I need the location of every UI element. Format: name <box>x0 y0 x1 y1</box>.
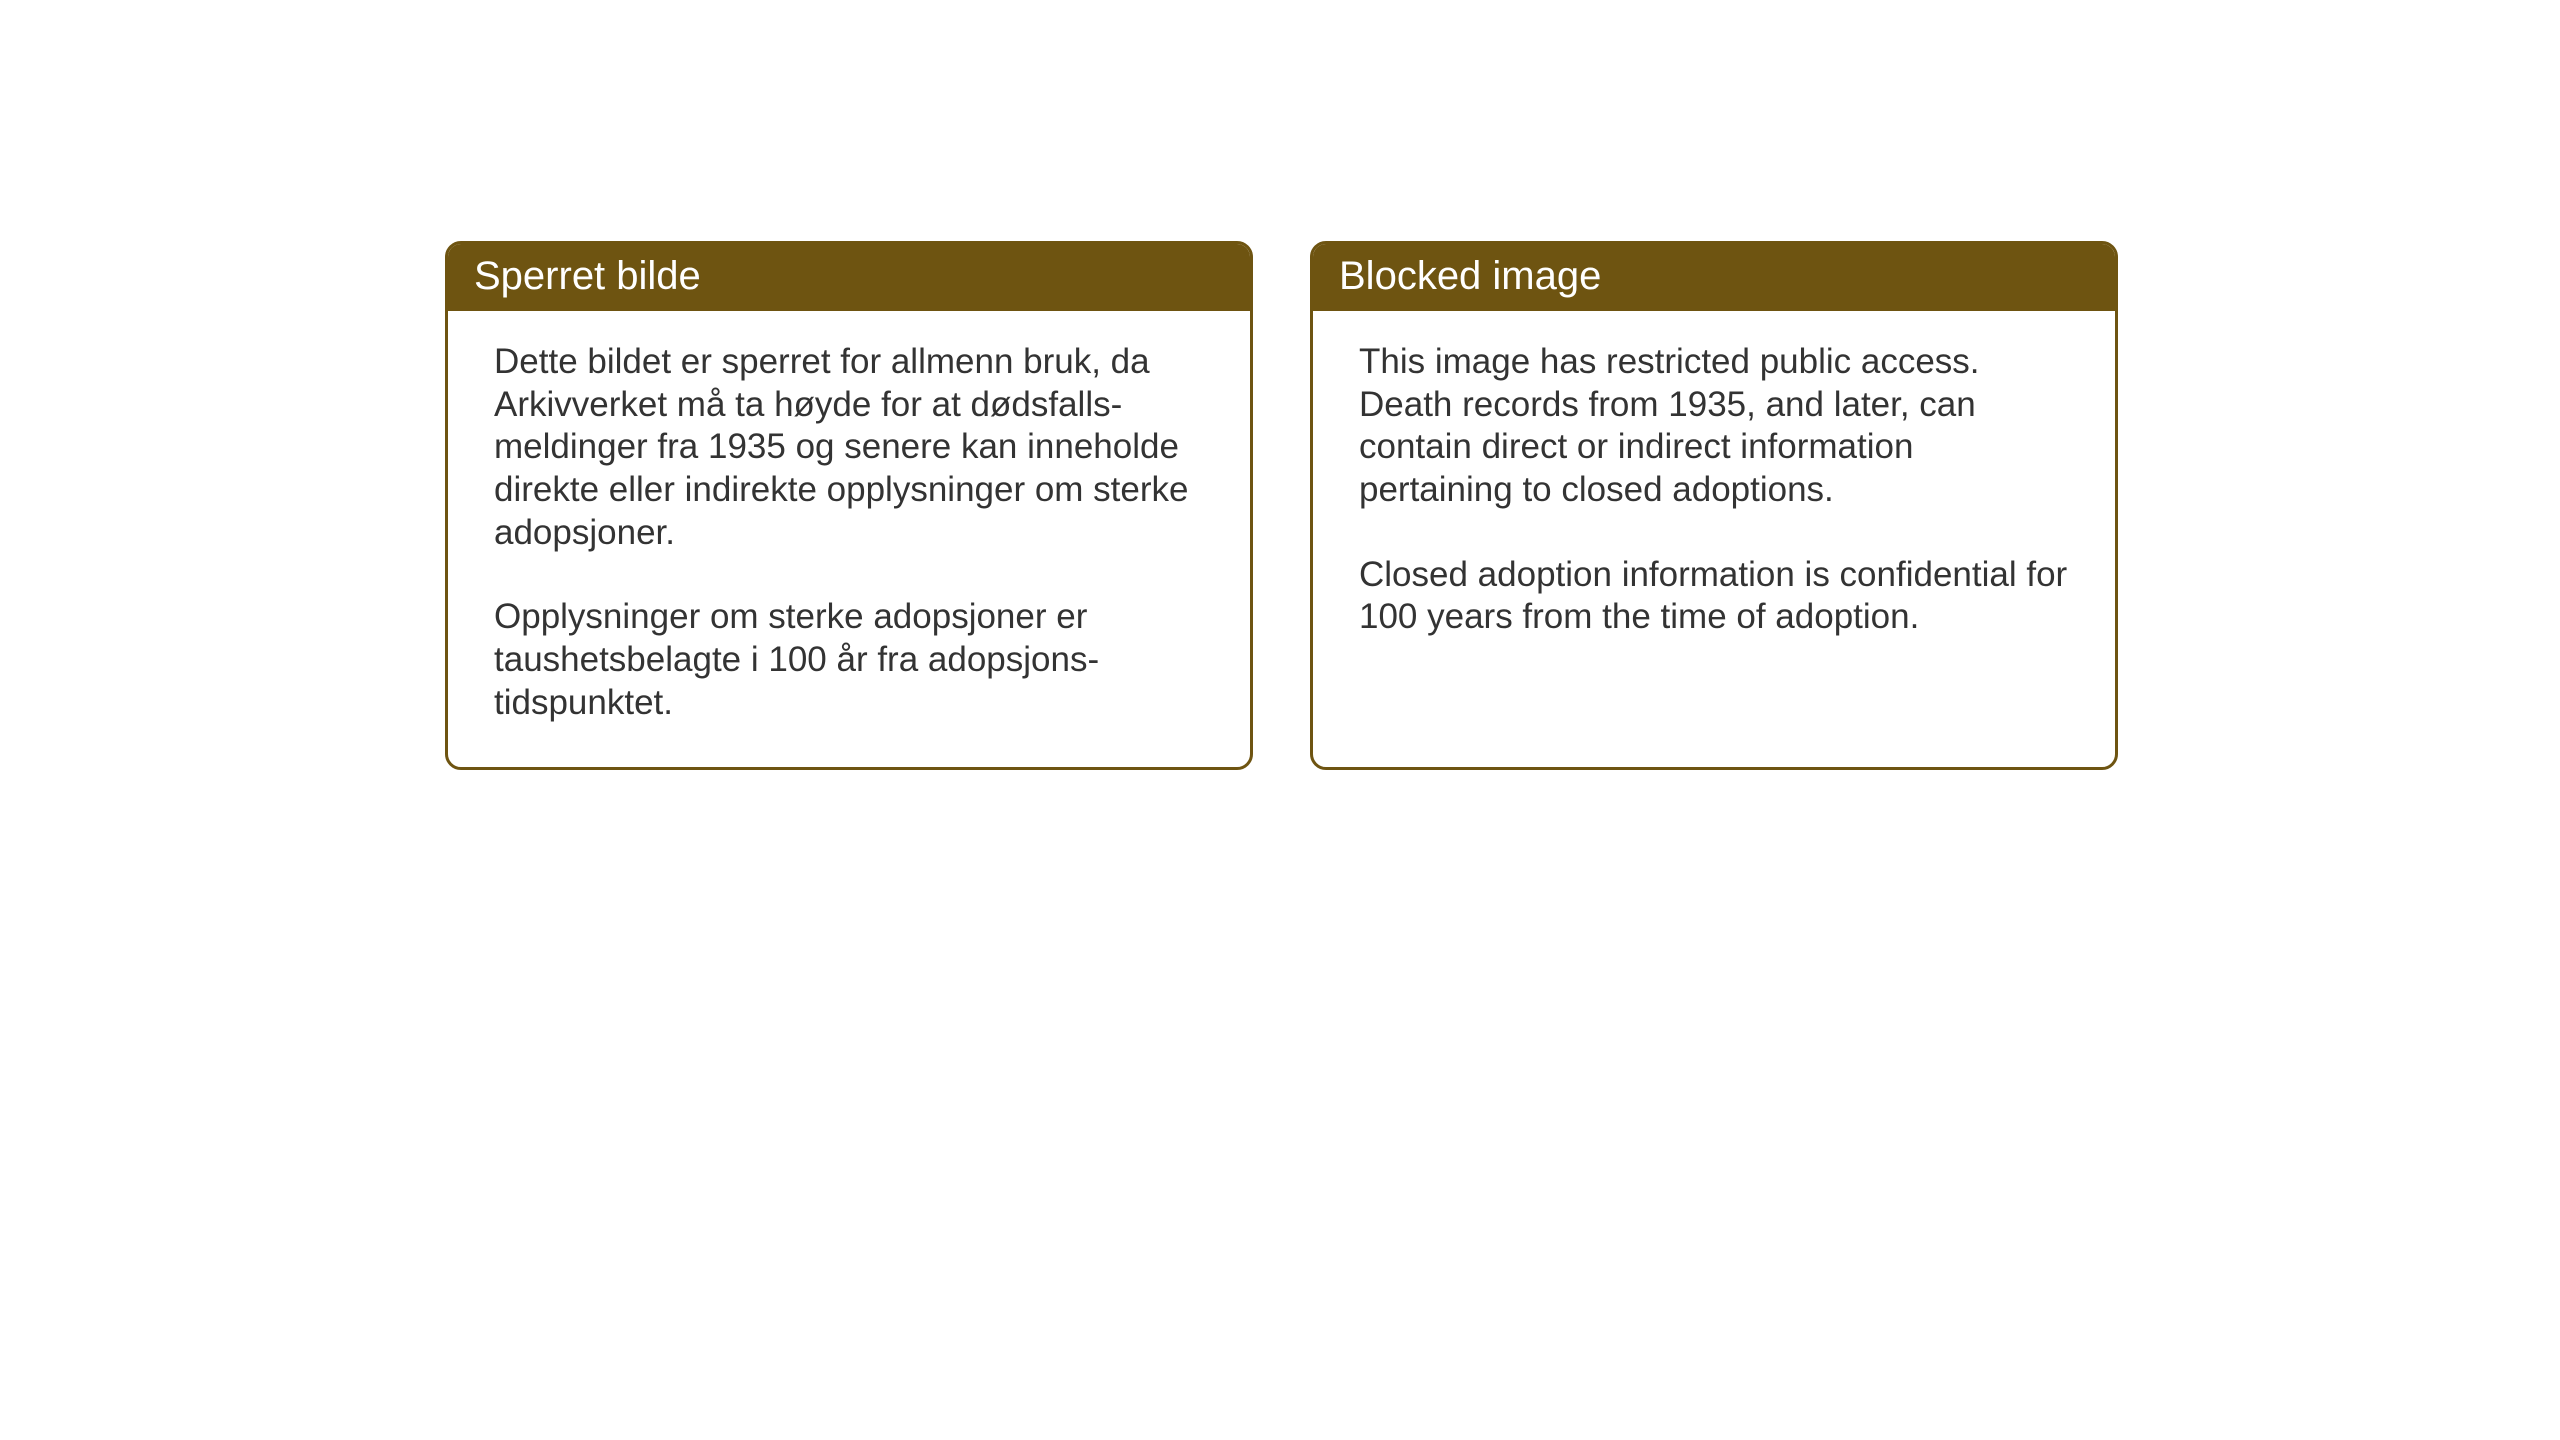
panel-english-paragraph-1: This image has restricted public access.… <box>1359 341 2069 512</box>
panel-english-paragraph-2: Closed adoption information is confident… <box>1359 554 2069 639</box>
panel-english-body: This image has restricted public access.… <box>1313 311 2115 751</box>
panel-english-header: Blocked image <box>1313 244 2115 311</box>
panel-norwegian-header: Sperret bilde <box>448 244 1250 311</box>
panel-norwegian-paragraph-2: Opplysninger om sterke adopsjoner er tau… <box>494 596 1204 724</box>
panel-norwegian: Sperret bilde Dette bildet er sperret fo… <box>445 241 1253 770</box>
panel-norwegian-paragraph-1: Dette bildet er sperret for allmenn bruk… <box>494 341 1204 554</box>
panels-container: Sperret bilde Dette bildet er sperret fo… <box>445 241 2118 770</box>
panel-norwegian-body: Dette bildet er sperret for allmenn bruk… <box>448 311 1250 767</box>
panel-english: Blocked image This image has restricted … <box>1310 241 2118 770</box>
